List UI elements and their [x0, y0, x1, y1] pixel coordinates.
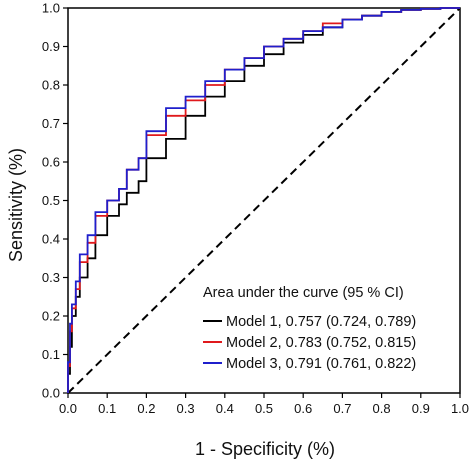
- y-tick-label: 0.0: [42, 386, 60, 401]
- y-tick-label: 0.9: [42, 39, 60, 54]
- x-tick-label: 0.5: [255, 401, 273, 416]
- legend: Area under the curve (95 % CI) Model 1, …: [203, 285, 416, 372]
- legend-label-model-2: Model 2, 0.783 (0.752, 0.815): [226, 335, 416, 351]
- x-tick-label: 0.7: [333, 401, 351, 416]
- legend-label-model-3: Model 3, 0.791 (0.761, 0.822): [226, 356, 416, 372]
- x-tick-label: 0.9: [412, 401, 430, 416]
- x-axis: 0.0 0.1 0.2 0.3 0.4 0.5 0.6 0.7 0.8 0.9 1.0: [59, 393, 469, 416]
- x-tick-label: 0.3: [177, 401, 195, 416]
- y-tick-label: 1.0: [42, 1, 60, 16]
- y-tick-label: 0.5: [42, 193, 60, 208]
- y-tick-label: 0.6: [42, 155, 60, 170]
- y-tick-label: 0.8: [42, 78, 60, 93]
- x-tick-label: 0.0: [59, 401, 77, 416]
- x-tick-label: 0.8: [373, 401, 391, 416]
- x-tick-label: 1.0: [451, 401, 469, 416]
- x-axis-title: 1 - Specificity (%): [195, 439, 335, 459]
- legend-label-model-1: Model 1, 0.757 (0.724, 0.789): [226, 314, 416, 330]
- y-tick-label: 0.3: [42, 270, 60, 285]
- y-tick-label: 0.7: [42, 116, 60, 131]
- x-tick-label: 0.2: [137, 401, 155, 416]
- roc-curves: [67, 7, 460, 393]
- y-tick-label: 0.2: [42, 309, 60, 324]
- y-tick-label: 0.1: [42, 347, 60, 362]
- x-tick-label: 0.1: [98, 401, 116, 416]
- y-axis: 0.0 0.1 0.2 0.3 0.4 0.5 0.6 0.7 0.8 0.9 1.0: [42, 1, 68, 401]
- reference-line: [67, 7, 461, 394]
- legend-title: Area under the curve (95 % CI): [203, 285, 404, 301]
- reference-diagonal: [67, 7, 461, 394]
- series-line-model-3: [67, 7, 460, 393]
- x-tick-label: 0.6: [294, 401, 312, 416]
- y-axis-title: Sensitivity (%): [6, 148, 26, 262]
- y-tick-label: 0.4: [42, 232, 60, 247]
- x-tick-label: 0.4: [216, 401, 234, 416]
